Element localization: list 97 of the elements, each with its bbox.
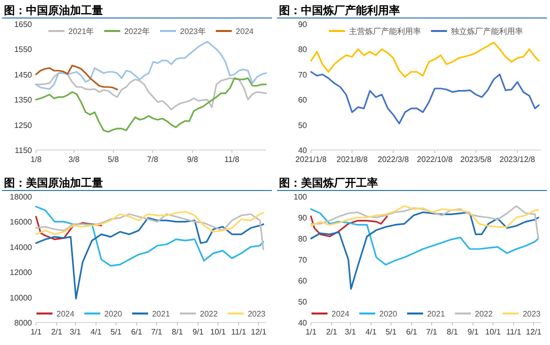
x-tick-label: 5/8 bbox=[108, 155, 120, 164]
y-tick-label: 1150 bbox=[14, 146, 33, 155]
line-series bbox=[35, 77, 267, 133]
y-tick-label: 40 bbox=[298, 146, 308, 155]
x-tick-label: 3/1 bbox=[344, 328, 356, 336]
x-tick-label: 7/1 bbox=[151, 328, 163, 336]
legend-label: 2020 bbox=[104, 310, 123, 318]
y-tick-label: 40 bbox=[298, 318, 308, 328]
x-tick-label: 2/1 bbox=[51, 328, 63, 336]
x-tick-label: 3/1 bbox=[70, 328, 82, 336]
line-series bbox=[35, 217, 264, 300]
x-tick-label: 6/1 bbox=[406, 328, 418, 336]
y-tick-label: 8000 bbox=[14, 318, 33, 328]
y-tick-label: 1350 bbox=[14, 96, 33, 105]
y-tick-label: 70 bbox=[298, 256, 308, 264]
legend-label: 2021年 bbox=[68, 27, 94, 36]
x-tick-label: 11/1 bbox=[506, 328, 522, 336]
x-tick-label: 11/8 bbox=[224, 155, 240, 164]
line-series bbox=[310, 216, 388, 238]
y-tick-label: 1450 bbox=[14, 70, 33, 80]
y-tick-label: 1550 bbox=[14, 45, 33, 54]
legend-label: 2024 bbox=[332, 310, 350, 318]
legend-label: 2023年 bbox=[180, 27, 206, 36]
line-series bbox=[35, 71, 267, 110]
x-tick-label: 6/1 bbox=[131, 328, 143, 336]
y-tick-label: 90 bbox=[298, 214, 308, 222]
x-tick-label: 1/8 bbox=[30, 155, 42, 164]
y-tick-label: 16000 bbox=[10, 218, 33, 227]
legend-label: 2022年 bbox=[124, 27, 150, 36]
line-series bbox=[35, 64, 118, 90]
x-tick-label: 2021/1/8 bbox=[295, 155, 328, 164]
x-tick-label: 5/1 bbox=[385, 328, 398, 336]
y-tick-label: 50 bbox=[298, 298, 308, 306]
chart-title: 图：美国原油加工量 bbox=[4, 176, 103, 190]
y-tick-label: 14000 bbox=[10, 242, 33, 252]
x-tick-label: 2022/10/8 bbox=[416, 155, 454, 164]
x-tick-label: 9/8 bbox=[186, 155, 199, 164]
y-tick-label: 10000 bbox=[10, 293, 33, 302]
chart-title: 图：中国炼厂产能利用率 bbox=[279, 4, 400, 17]
x-tick-label: 2/1 bbox=[326, 328, 338, 336]
legend-label: 2024 bbox=[236, 27, 254, 36]
chart-title: 图：中国原油加工量 bbox=[4, 4, 103, 17]
line-series bbox=[310, 71, 540, 124]
x-tick-label: 9/1 bbox=[192, 328, 204, 336]
line-series bbox=[35, 40, 267, 90]
x-tick-label: 4/1 bbox=[365, 328, 378, 336]
line-series bbox=[310, 205, 540, 240]
x-tick-label: 7/1 bbox=[426, 328, 438, 336]
x-tick-label: 2021/8/8 bbox=[336, 155, 368, 164]
x-tick-label: 5/1 bbox=[110, 328, 122, 336]
line-series bbox=[35, 210, 264, 236]
legend-label: 2020 bbox=[379, 310, 398, 318]
x-tick-label: 8/1 bbox=[446, 328, 458, 336]
x-tick-label: 10/1 bbox=[210, 328, 226, 336]
line-series bbox=[35, 206, 264, 267]
legend-label: 主营炼厂产能利用率 bbox=[349, 27, 421, 36]
legend-label: 2021 bbox=[427, 310, 446, 318]
y-tick-label: 18000 bbox=[10, 192, 33, 202]
x-tick-label: 9/1 bbox=[467, 328, 480, 336]
x-tick-label: 3/8 bbox=[68, 155, 80, 164]
y-tick-label: 12000 bbox=[10, 268, 33, 278]
x-tick-label: 12/1 bbox=[526, 328, 542, 336]
legend-label: 2021 bbox=[152, 310, 170, 318]
y-tick-label: 80 bbox=[298, 45, 308, 54]
y-tick-label: 60 bbox=[298, 276, 308, 286]
x-tick-label: 2022/3/8 bbox=[378, 155, 410, 164]
x-tick-label: 1/1 bbox=[30, 328, 42, 336]
legend-label: 2022 bbox=[474, 310, 494, 318]
line-series bbox=[310, 42, 540, 78]
x-tick-label: 8/1 bbox=[172, 328, 184, 336]
x-tick-label: 11/1 bbox=[231, 328, 247, 336]
y-tick-label: 50 bbox=[298, 120, 308, 130]
legend-label: 2022 bbox=[200, 310, 218, 318]
line-series bbox=[35, 216, 102, 240]
line-series bbox=[310, 211, 540, 290]
y-tick-label: 100 bbox=[294, 192, 308, 202]
line-series bbox=[310, 205, 540, 228]
y-tick-label: 60 bbox=[298, 96, 308, 105]
x-tick-label: 2023/12/8 bbox=[500, 155, 536, 164]
legend-label: 2023 bbox=[248, 310, 266, 318]
y-tick-label: 80 bbox=[298, 234, 308, 244]
x-tick-label: 1/1 bbox=[305, 328, 318, 336]
x-tick-label: 2023/5/8 bbox=[460, 155, 492, 164]
legend-label: 2023 bbox=[522, 310, 542, 318]
chart-title: 图：美国炼厂开工率 bbox=[279, 176, 378, 190]
y-tick-label: 90 bbox=[298, 20, 308, 29]
x-tick-label: 7/8 bbox=[147, 155, 159, 164]
line-series bbox=[35, 213, 264, 250]
legend-label: 独立炼厂产能利用率 bbox=[451, 27, 523, 36]
x-tick-label: 10/1 bbox=[485, 328, 502, 336]
y-tick-label: 1650 bbox=[14, 20, 33, 29]
y-tick-label: 70 bbox=[298, 70, 308, 80]
legend-label: 2024 bbox=[56, 310, 75, 318]
line-series bbox=[310, 208, 540, 266]
x-tick-label: 12/1 bbox=[250, 328, 267, 336]
x-tick-label: 4/1 bbox=[90, 328, 102, 336]
y-tick-label: 1250 bbox=[14, 120, 33, 130]
